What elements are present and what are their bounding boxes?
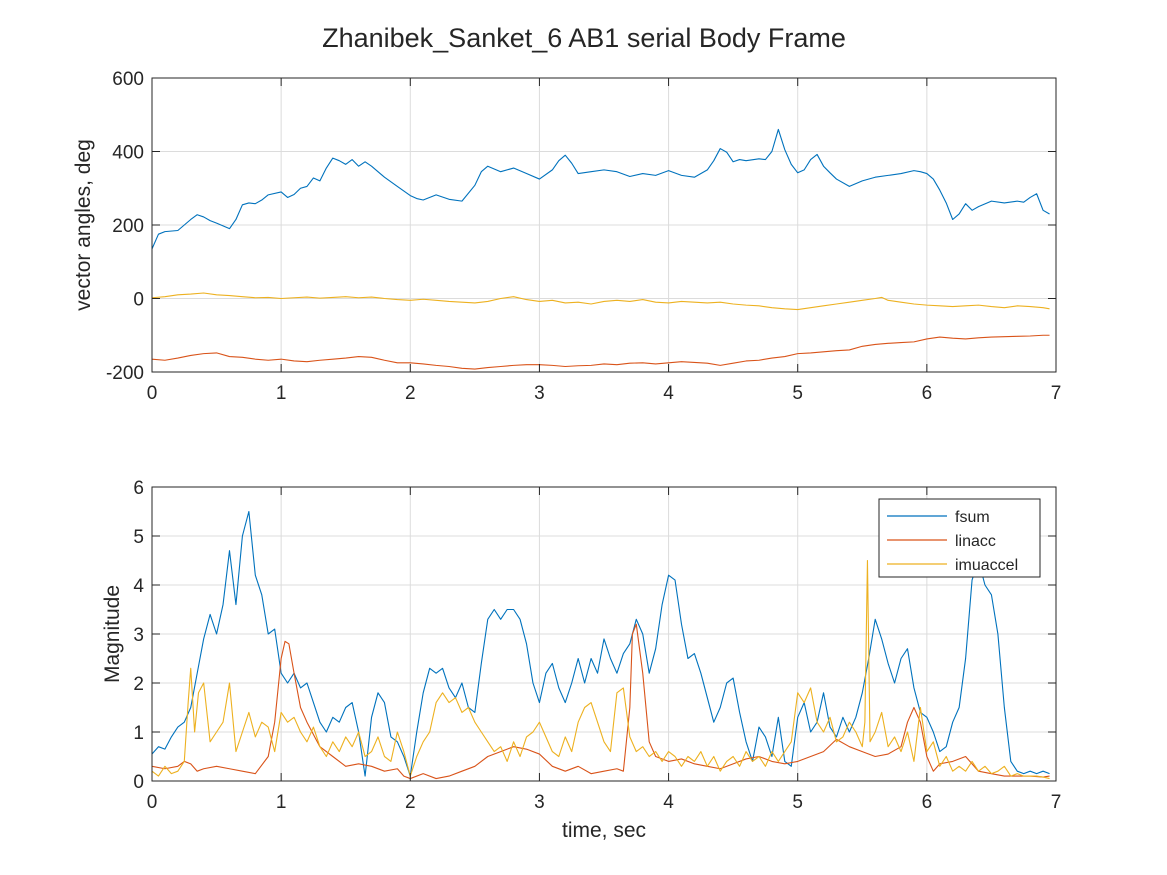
series-line-2 (151, 334, 1050, 370)
x-axis-label: time, sec (562, 819, 646, 842)
y-tick-label: 5 (133, 527, 144, 548)
series-line-fsum (151, 510, 1050, 777)
series-line-linacc (151, 623, 1050, 780)
x-tick-label: 2 (405, 383, 416, 404)
figure-title: Zhanibek_Sanket_6 AB1 serial Body Frame (322, 23, 846, 53)
legend-label-linacc: linacc (955, 533, 996, 550)
legend-label-imuaccel: imuaccel (955, 557, 1018, 574)
legend: fsum linacc imuaccel (878, 498, 1041, 578)
x-tick-label: 3 (534, 383, 545, 404)
y-tick-label: 4 (133, 576, 144, 597)
x-tick-label: 1 (276, 383, 287, 404)
y-tick-label: 0 (133, 290, 144, 311)
y-tick-label: 3 (133, 625, 144, 646)
y-tick-label: 2 (133, 674, 144, 695)
series-line-1 (151, 128, 1050, 250)
x-tick-label: 0 (147, 383, 158, 404)
x-tick-label: 5 (792, 383, 803, 404)
x-tick-label: 4 (663, 383, 674, 404)
x-tick-label: 3 (534, 792, 545, 813)
y-tick-label: -200 (106, 363, 144, 384)
x-tick-label: 6 (922, 383, 933, 404)
x-tick-label: 2 (405, 792, 416, 813)
series-line-3 (151, 292, 1050, 311)
x-tick-label: 5 (792, 792, 803, 813)
legend-label-fsum: fsum (955, 509, 990, 526)
y-tick-label: 600 (112, 69, 144, 90)
x-tick-label: 6 (922, 792, 933, 813)
x-tick-label: 7 (1051, 383, 1062, 404)
x-tick-label: 7 (1051, 792, 1062, 813)
series-line-imuaccel (151, 559, 1050, 780)
y-tick-label: 400 (112, 143, 144, 164)
y-tick-label: 1 (133, 723, 144, 744)
x-tick-label: 1 (276, 792, 287, 813)
axes-bottom: 0 1 2 3 4 5 6 7 0 1 2 3 4 5 6 Magnitude time, sec fsum lin… (101, 478, 1061, 842)
y-tick-label: 6 (133, 478, 144, 499)
y-tick-label: 0 (133, 772, 144, 793)
x-tick-label: 4 (663, 792, 674, 813)
x-tick-label: 0 (147, 792, 158, 813)
y-tick-label: 200 (112, 216, 144, 237)
y-axis-label: Magnitude (101, 585, 124, 683)
y-axis-label: vector angles, deg (72, 139, 95, 311)
